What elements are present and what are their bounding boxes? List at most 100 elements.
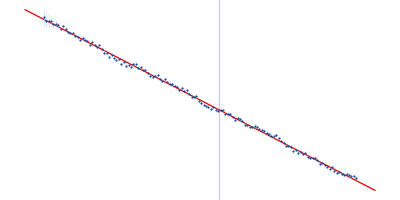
Point — [258, 128, 265, 132]
Point — [43, 19, 49, 22]
Point — [72, 34, 78, 37]
Point — [186, 92, 192, 95]
Point — [48, 20, 54, 23]
Point — [181, 89, 188, 92]
Point — [191, 95, 197, 98]
Point — [283, 144, 289, 147]
Point — [295, 151, 301, 155]
Point — [310, 157, 316, 160]
Point — [278, 140, 284, 143]
Point — [268, 134, 275, 137]
Point — [193, 95, 200, 98]
Point — [314, 159, 321, 162]
Point — [77, 38, 83, 41]
Point — [111, 56, 117, 60]
Point — [273, 133, 280, 136]
Point — [154, 73, 161, 76]
Point — [237, 118, 243, 121]
Point — [70, 32, 76, 35]
Point — [290, 150, 296, 153]
Point — [147, 74, 154, 77]
Point — [300, 153, 306, 156]
Point — [256, 127, 262, 131]
Point — [58, 27, 64, 30]
Point — [152, 74, 158, 77]
Point — [45, 19, 52, 22]
Point — [53, 22, 59, 25]
Point — [348, 175, 355, 178]
Point — [162, 77, 168, 81]
Point — [317, 162, 323, 165]
Point — [108, 53, 115, 56]
Point — [125, 64, 132, 67]
Point — [92, 43, 98, 46]
Point — [353, 177, 360, 180]
Point — [159, 79, 166, 83]
Point — [246, 125, 253, 128]
Point — [113, 58, 120, 62]
Point — [176, 88, 183, 91]
Point — [106, 56, 112, 59]
Point — [297, 150, 304, 153]
Point — [104, 51, 110, 55]
Point — [261, 129, 267, 132]
Point — [212, 109, 219, 112]
Point — [302, 152, 308, 155]
Point — [225, 112, 231, 116]
Point — [116, 57, 122, 61]
Point — [232, 119, 238, 122]
Point — [351, 175, 357, 178]
Point — [79, 37, 86, 40]
Point — [135, 66, 142, 70]
Point — [203, 105, 209, 108]
Point — [40, 16, 47, 19]
Point — [222, 112, 229, 115]
Point — [133, 63, 139, 66]
Point — [140, 68, 146, 71]
Point — [234, 117, 241, 120]
Point — [210, 105, 216, 108]
Point — [266, 132, 272, 135]
Point — [123, 65, 129, 68]
Point — [276, 136, 282, 140]
Point — [242, 123, 248, 126]
Point — [208, 108, 214, 111]
Point — [336, 170, 342, 174]
Point — [338, 172, 345, 175]
Point — [264, 131, 270, 134]
Point — [230, 115, 236, 118]
Point — [118, 62, 124, 65]
Point — [341, 173, 347, 176]
Point — [326, 167, 333, 170]
Point — [343, 173, 350, 176]
Point — [171, 84, 178, 88]
Point — [89, 40, 95, 43]
Point — [305, 156, 311, 159]
Point — [312, 157, 318, 160]
Point — [200, 104, 207, 107]
Point — [74, 35, 81, 39]
Point — [331, 169, 338, 173]
Point — [174, 86, 180, 89]
Point — [198, 102, 204, 105]
Point — [50, 22, 57, 25]
Point — [220, 109, 226, 112]
Point — [55, 23, 62, 27]
Point — [138, 66, 144, 69]
Point — [62, 27, 69, 30]
Point — [251, 125, 258, 128]
Point — [60, 25, 66, 28]
Point — [67, 31, 74, 34]
Point — [334, 171, 340, 174]
Point — [94, 45, 100, 48]
Point — [86, 43, 93, 46]
Point — [120, 60, 127, 64]
Point — [96, 43, 103, 47]
Point — [288, 146, 294, 149]
Point — [130, 62, 136, 66]
Point — [188, 96, 195, 99]
Point — [101, 51, 108, 54]
Point — [99, 48, 105, 51]
Point — [244, 123, 250, 126]
Point — [307, 156, 314, 160]
